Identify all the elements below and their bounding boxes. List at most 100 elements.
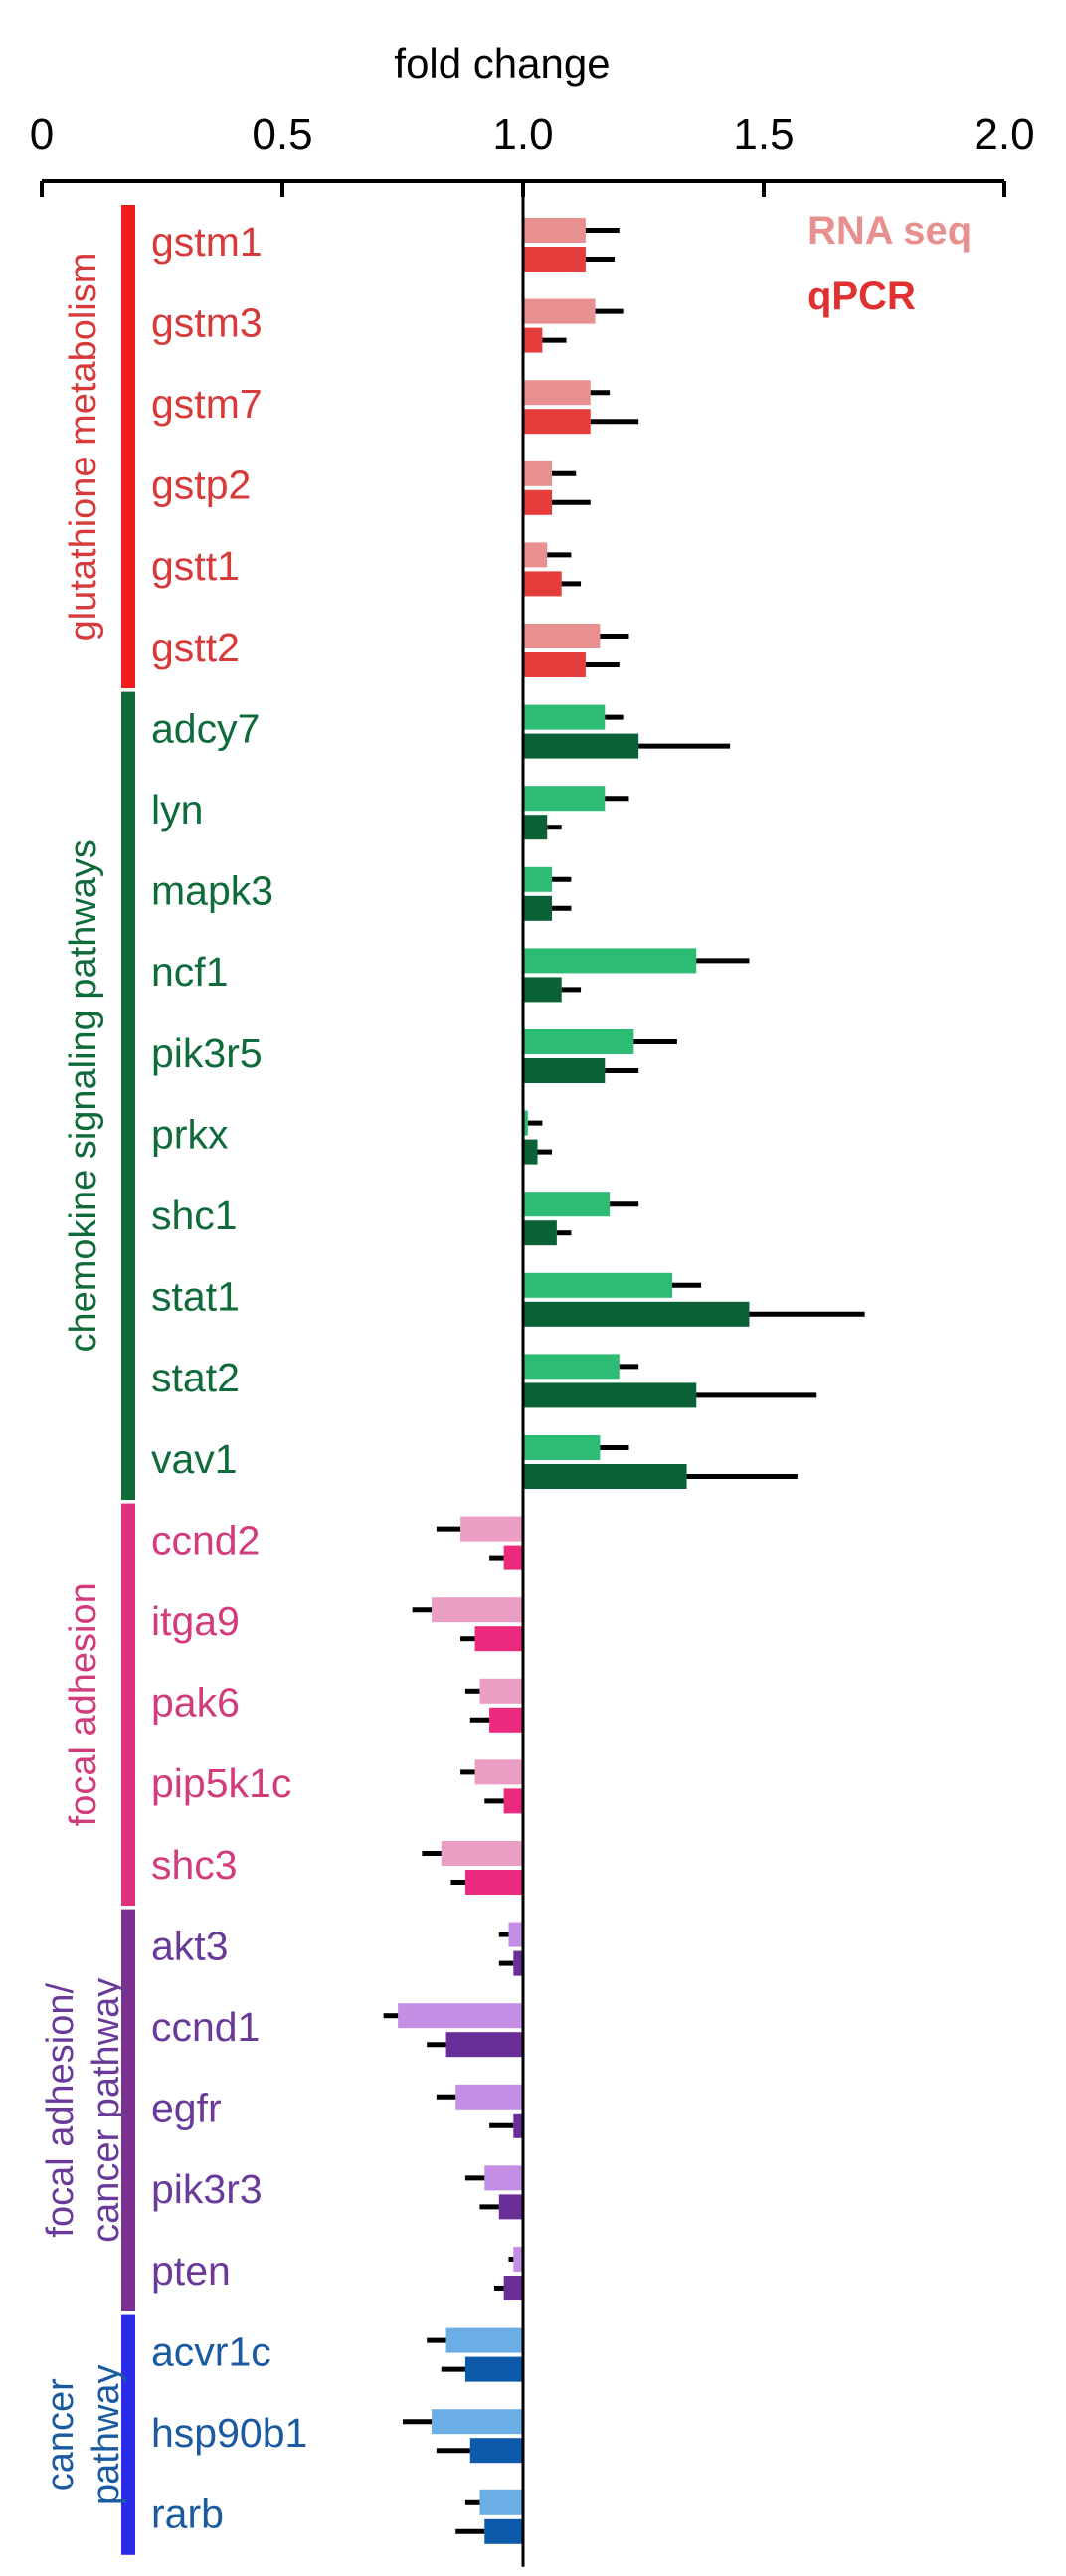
group-label: focal adhesion/ <box>40 1983 82 2238</box>
legend-entry: qPCR <box>807 275 916 318</box>
bar-qpcr <box>523 815 548 840</box>
bar-rnaseq <box>445 2327 523 2353</box>
group-bracket <box>121 205 135 688</box>
bar-rnaseq <box>455 2084 523 2110</box>
bar-qpcr <box>503 1545 523 1570</box>
bar-rnaseq <box>479 1678 523 1704</box>
bar-qpcr <box>523 1301 750 1327</box>
bar-qpcr <box>523 1058 606 1083</box>
bar-qpcr <box>484 2518 523 2544</box>
gene-label: pik3r5 <box>151 1030 263 1076</box>
group-brackets: glutathione metabolism chemokine signalin… <box>40 205 135 2555</box>
gene-label: lyn <box>151 787 203 832</box>
bar-qpcr <box>523 1382 697 1408</box>
x-tick-label: 2.0 <box>974 110 1034 159</box>
bar-rnaseq <box>523 1435 601 1460</box>
group-bracket <box>121 1909 135 2311</box>
gene-label: ncf1 <box>151 949 229 995</box>
gene-label: akt3 <box>151 1923 229 1968</box>
group-label: chemokine signaling pathways <box>63 839 104 1352</box>
bar-qpcr <box>474 1626 523 1652</box>
bar-rnaseq <box>508 1922 523 1947</box>
bar-rnaseq <box>523 786 606 812</box>
gene-label: adcy7 <box>151 705 260 751</box>
bar-qpcr <box>523 652 586 677</box>
bar-rnaseq <box>398 2003 523 2029</box>
gene-label: shc3 <box>151 1842 238 1888</box>
group-label: cancer <box>40 2378 82 2491</box>
bar-rnaseq <box>523 1272 673 1298</box>
bars <box>398 218 750 2544</box>
bar-rnaseq <box>460 1516 523 1542</box>
error-bars <box>383 228 865 2534</box>
legend: RNA seq qPCR <box>807 209 972 318</box>
bar-rnaseq <box>523 218 586 243</box>
gene-label: pten <box>151 2248 231 2294</box>
bar-qpcr <box>523 409 591 435</box>
group-label: glutathione metabolism <box>63 253 104 642</box>
group-label: cancer pathway <box>86 1978 127 2243</box>
bar-qpcr <box>523 571 562 597</box>
x-tick-label: 1.0 <box>492 110 553 159</box>
gene-labels: gstm1 gstm3 gstm7 gstp2 gstt1 gstt2 adcy7 lyn ma… <box>151 219 307 2537</box>
gene-label: shc1 <box>151 1193 238 1238</box>
bar-qpcr <box>523 1220 557 1246</box>
gene-label: stat2 <box>151 1355 240 1400</box>
group-label: pathway <box>86 2364 127 2505</box>
bar-qpcr <box>523 977 562 1003</box>
gene-label: egfr <box>151 2086 222 2131</box>
bar-rnaseq <box>523 1192 611 1217</box>
x-tick-label: 1.5 <box>733 110 794 159</box>
bar-rnaseq <box>523 1110 528 1136</box>
gene-label: gstm3 <box>151 299 263 345</box>
gene-label: gstm1 <box>151 219 263 265</box>
bar-qpcr <box>498 2194 523 2220</box>
bar-rnaseq <box>479 2489 523 2515</box>
bar-qpcr <box>445 2032 523 2058</box>
bar-qpcr <box>503 1788 523 1814</box>
gene-label: mapk3 <box>151 868 273 914</box>
gene-label: stat1 <box>151 1274 240 1320</box>
bar-rnaseq <box>432 2409 523 2435</box>
gene-label: rarb <box>151 2491 224 2537</box>
gene-label: gstt1 <box>151 543 240 589</box>
bar-rnaseq <box>523 624 601 648</box>
bar-rnaseq <box>523 542 548 568</box>
group-bracket <box>121 1503 135 1906</box>
x-tick-label: 0 <box>30 110 54 159</box>
bar-rnaseq <box>523 866 553 892</box>
gene-label: prkx <box>151 1111 229 1157</box>
bar-qpcr <box>464 2356 523 2382</box>
bar-rnaseq <box>432 1597 523 1623</box>
bar-qpcr <box>513 1950 523 1976</box>
bar-rnaseq <box>513 2247 523 2272</box>
bar-rnaseq <box>474 1759 523 1785</box>
gene-label: acvr1c <box>151 2328 271 2374</box>
group-label: focal adhesion <box>63 1582 104 1826</box>
bar-qpcr <box>523 327 543 353</box>
x-tick-label: 0.5 <box>252 110 312 159</box>
bar-qpcr <box>523 733 639 759</box>
gene-label: gstm7 <box>151 381 263 427</box>
bar-rnaseq <box>523 704 606 730</box>
x-axis-title: fold change <box>394 40 610 87</box>
bar-qpcr <box>503 2276 523 2300</box>
gene-label: hsp90b1 <box>151 2410 307 2456</box>
bar-rnaseq <box>523 298 596 324</box>
gene-label: ccnd2 <box>151 1517 260 1563</box>
bar-qpcr <box>464 1870 523 1895</box>
group-bracket <box>121 2314 135 2555</box>
legend-entry: RNA seq <box>807 209 972 253</box>
gene-label: pip5k1c <box>151 1760 291 1806</box>
bar-qpcr <box>523 895 553 921</box>
bar-rnaseq <box>523 1354 620 1380</box>
bar-qpcr <box>523 489 553 515</box>
bar-qpcr <box>489 1707 523 1733</box>
bar-rnaseq <box>523 1029 634 1054</box>
gene-label: gstt2 <box>151 625 240 670</box>
group-bracket <box>121 691 135 1500</box>
bar-rnaseq <box>523 948 697 974</box>
bar-qpcr <box>469 2438 523 2464</box>
bar-rnaseq <box>484 2165 523 2191</box>
